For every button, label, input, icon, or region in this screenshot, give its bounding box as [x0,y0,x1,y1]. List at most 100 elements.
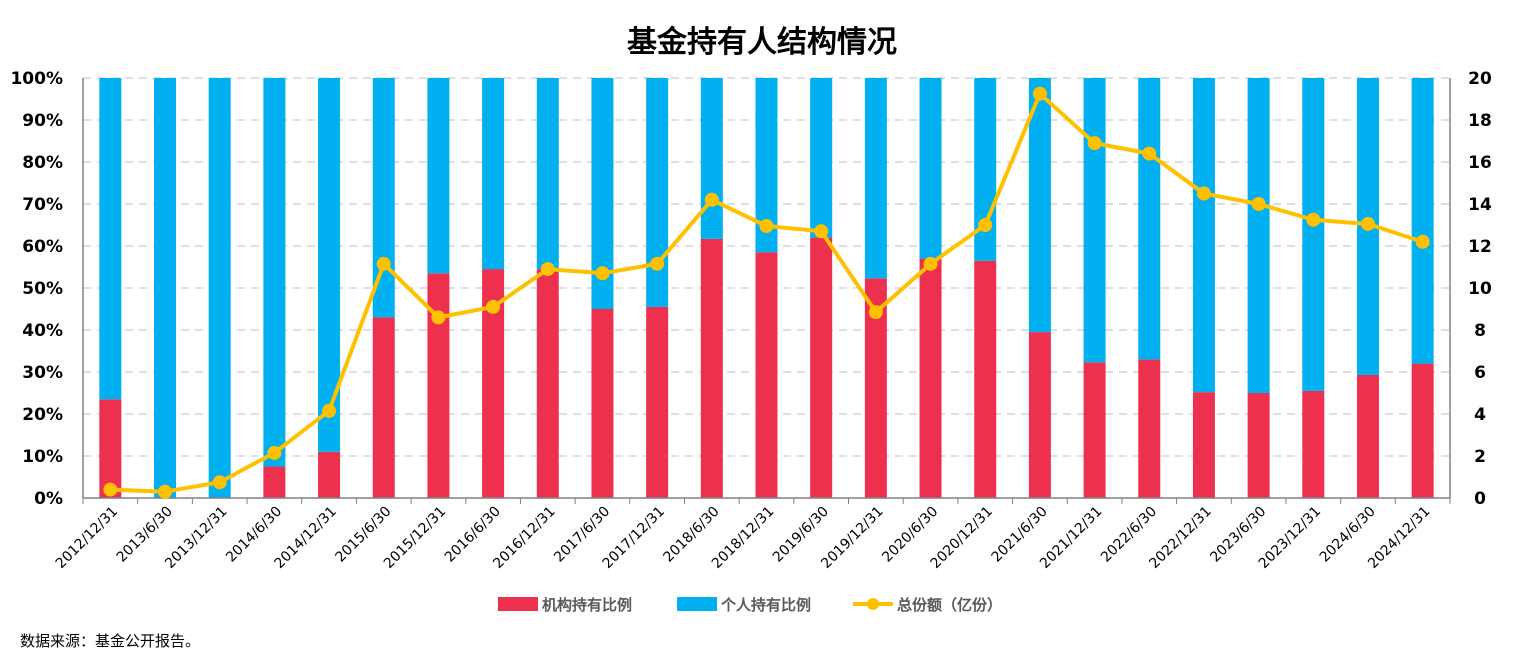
bar-institutional [263,466,286,498]
bar-individual [700,78,723,239]
right-y-tick-label: 12 [1468,237,1492,257]
total-share-point [103,482,118,497]
bar-individual [427,78,450,274]
bar-institutional [1192,392,1215,498]
bar-institutional [1302,390,1325,498]
bar-individual [263,78,286,467]
bar-institutional [1138,359,1161,498]
bar-institutional [646,306,669,498]
bar-institutional [318,451,341,498]
right-y-tick-label: 14 [1468,195,1492,215]
total-share-point [650,256,665,271]
bar-individual [810,78,833,238]
bar-institutional [864,278,887,498]
total-share-point [814,224,829,239]
total-share-point [1306,212,1321,227]
left-y-tick-label: 100% [10,69,63,89]
bar-individual [536,78,559,270]
bar-individual [974,78,997,261]
bar-individual [1247,78,1270,393]
bar-individual [1083,78,1106,363]
bar-institutional [1247,393,1270,498]
bar-institutional [99,399,122,498]
bar-institutional [1356,374,1379,498]
bar-institutional [591,309,614,498]
bar-institutional [700,238,723,499]
bar-individual [318,78,341,452]
right-y-tick-label: 0 [1474,489,1486,509]
total-share-point [704,192,719,207]
bar-individual [1192,78,1215,393]
bar-institutional [482,269,505,498]
bar-institutional [810,237,833,498]
left-y-tick-label: 0% [34,489,63,509]
bar-institutional [372,317,395,498]
right-y-tick-label: 18 [1468,111,1492,131]
bar-individual [919,78,942,259]
total-share-point [431,310,446,325]
bar-individual [482,78,505,270]
left-y-tick-label: 10% [22,447,63,467]
left-y-tick-label: 20% [22,405,63,425]
legend-label: 总份额（亿份） [897,596,1002,614]
chart-title: 基金持有人结构情况 [627,25,897,60]
total-share-point [1360,216,1375,231]
legend: 机构持有比例 个人持有比例 总份额（亿份） [498,596,1002,614]
total-share-point [1142,146,1157,161]
left-y-axis-ticks: 0% 10% 20% 30% 40% 50% 60% 70% 80% 90% 100% [10,69,63,509]
bar-institutional [755,252,778,498]
right-y-tick-label: 10 [1468,279,1492,299]
total-share-point [1196,186,1211,201]
total-share-point [486,299,501,314]
legend-swatch [677,597,717,611]
total-share-point [923,256,938,271]
total-share-point [376,256,391,271]
total-share-point [759,219,774,234]
bar-individual [1302,78,1325,391]
axes [82,78,1451,504]
right-y-axis-ticks: 0 2 4 6 8 10 12 14 16 18 20 [1468,69,1492,509]
total-share-point [1087,136,1102,151]
bar-individual [154,78,177,498]
right-y-tick-label: 4 [1474,405,1486,425]
total-share-point [158,484,173,499]
legend-swatch-marker [867,598,879,610]
bar-individual [864,78,887,279]
source-note: 数据来源：基金公开报告。 [20,632,201,650]
left-y-tick-label: 30% [22,363,63,383]
bar-individual [591,78,614,309]
total-share-point [1415,234,1430,249]
bar-institutional [919,258,942,498]
bars [99,78,1434,499]
total-share-point [322,403,337,418]
total-share-point [1251,197,1266,211]
legend-swatch [498,597,538,611]
legend-label: 个人持有比例 [720,596,811,614]
left-y-tick-label: 80% [22,153,63,173]
total-share-point [212,475,227,490]
bar-individual [1411,78,1434,364]
bar-institutional [1083,362,1106,498]
bar-institutional [974,260,997,498]
total-share-point [595,266,610,281]
bar-individual [646,78,669,307]
left-y-tick-label: 50% [22,279,63,299]
x-axis-ticks: 2012/12/312013/6/302013/12/312014/6/3020… [53,504,1434,572]
right-y-tick-label: 8 [1474,321,1486,341]
total-share-line [103,86,1430,499]
bar-institutional [536,269,559,498]
right-y-tick-label: 16 [1468,153,1492,173]
bar-individual [1028,78,1051,333]
bar-individual [372,78,395,318]
left-y-tick-label: 40% [22,321,63,341]
gridlines [83,77,1450,457]
total-share-point [868,305,883,320]
legend-label: 机构持有比例 [542,596,632,614]
bar-institutional [1028,332,1051,498]
left-y-tick-label: 90% [22,111,63,131]
bar-individual [99,78,122,400]
left-y-tick-label: 60% [22,237,63,257]
total-share-point [540,262,555,277]
total-share-point [1032,86,1047,101]
